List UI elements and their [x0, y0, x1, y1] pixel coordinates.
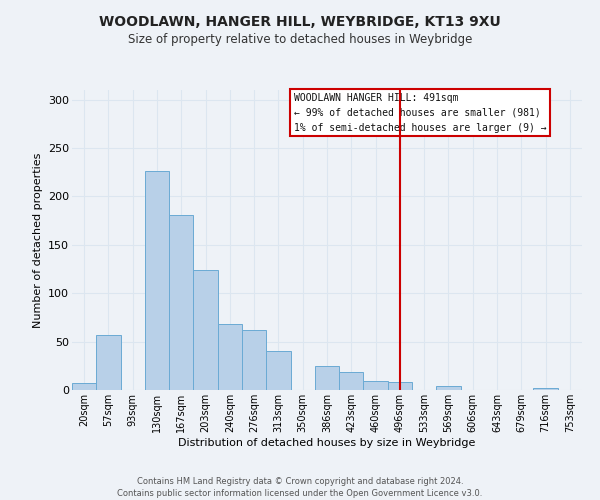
- Bar: [145, 172, 169, 390]
- Bar: [436, 386, 461, 390]
- Text: Contains public sector information licensed under the Open Government Licence v3: Contains public sector information licen…: [118, 489, 482, 498]
- Bar: [533, 388, 558, 390]
- Bar: [193, 270, 218, 390]
- Text: Size of property relative to detached houses in Weybridge: Size of property relative to detached ho…: [128, 32, 472, 46]
- Bar: [388, 382, 412, 390]
- Bar: [169, 215, 193, 390]
- Text: WOODLAWN, HANGER HILL, WEYBRIDGE, KT13 9XU: WOODLAWN, HANGER HILL, WEYBRIDGE, KT13 9…: [99, 15, 501, 29]
- Bar: [96, 335, 121, 390]
- X-axis label: Distribution of detached houses by size in Weybridge: Distribution of detached houses by size …: [178, 438, 476, 448]
- Y-axis label: Number of detached properties: Number of detached properties: [32, 152, 43, 328]
- Bar: [72, 383, 96, 390]
- Text: WOODLAWN HANGER HILL: 491sqm
← 99% of detached houses are smaller (981)
1% of se: WOODLAWN HANGER HILL: 491sqm ← 99% of de…: [294, 93, 547, 132]
- Bar: [315, 366, 339, 390]
- Bar: [339, 372, 364, 390]
- Bar: [218, 324, 242, 390]
- Text: Contains HM Land Registry data © Crown copyright and database right 2024.: Contains HM Land Registry data © Crown c…: [137, 478, 463, 486]
- Bar: [242, 330, 266, 390]
- Bar: [266, 352, 290, 390]
- Bar: [364, 382, 388, 390]
